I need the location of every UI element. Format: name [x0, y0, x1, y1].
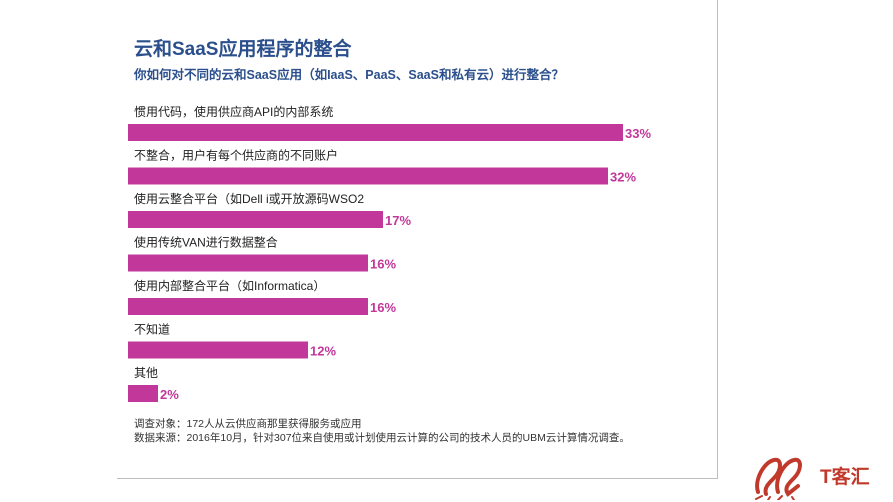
bar	[128, 341, 308, 359]
brand-logo-mark	[755, 457, 802, 497]
frame-bottom-border	[117, 478, 718, 479]
chart-title: 云和SaaS应用程序的整合	[134, 39, 352, 60]
brand-logo-text: T客汇	[820, 465, 870, 488]
bar-value-label: 12%	[310, 344, 336, 359]
bar-value-label: 16%	[370, 257, 396, 272]
bar-value-label: 17%	[385, 213, 411, 228]
brand-logo-splash	[755, 495, 795, 500]
brand-logo: T客汇	[755, 457, 870, 500]
bar	[128, 385, 158, 402]
bar-value-label: 33%	[625, 126, 651, 141]
bar	[128, 124, 623, 141]
frame-right-border	[717, 0, 718, 478]
category-label: 其他	[134, 366, 158, 380]
category-label: 使用传统VAN进行数据整合	[134, 235, 278, 250]
chart-subtitle: 你如何对不同的云和SaaS应用（如IaaS、PaaS、SaaS和私有云）进行整合…	[134, 68, 564, 82]
bar	[128, 211, 383, 228]
bar-value-label: 16%	[370, 300, 396, 315]
category-label: 不整合，用户有每个供应商的不同账户	[134, 148, 338, 163]
category-label: 不知道	[134, 323, 170, 337]
category-label: 惯用代码，使用供应商API的内部系统	[134, 104, 333, 119]
chart-notes: 调查对象：172人从云供应商那里获得服务或应用 数据来源：2016年10月，针对…	[134, 417, 630, 445]
survey-respondents-note: 调查对象：172人从云供应商那里获得服务或应用	[134, 418, 362, 430]
bar	[128, 254, 368, 272]
data-source-note: 数据来源：2016年10月，针对307位来自使用或计划使用云计算的公司的技术人员…	[134, 432, 630, 444]
bar	[128, 298, 368, 315]
bar-value-label: 32%	[610, 170, 636, 185]
bar	[128, 167, 608, 185]
category-label: 使用云整合平台（如Dell i或开放源码WSO2	[134, 191, 364, 206]
category-label: 使用内部整合平台（如Informatica）	[134, 278, 325, 293]
bar-value-label: 2%	[160, 387, 179, 402]
